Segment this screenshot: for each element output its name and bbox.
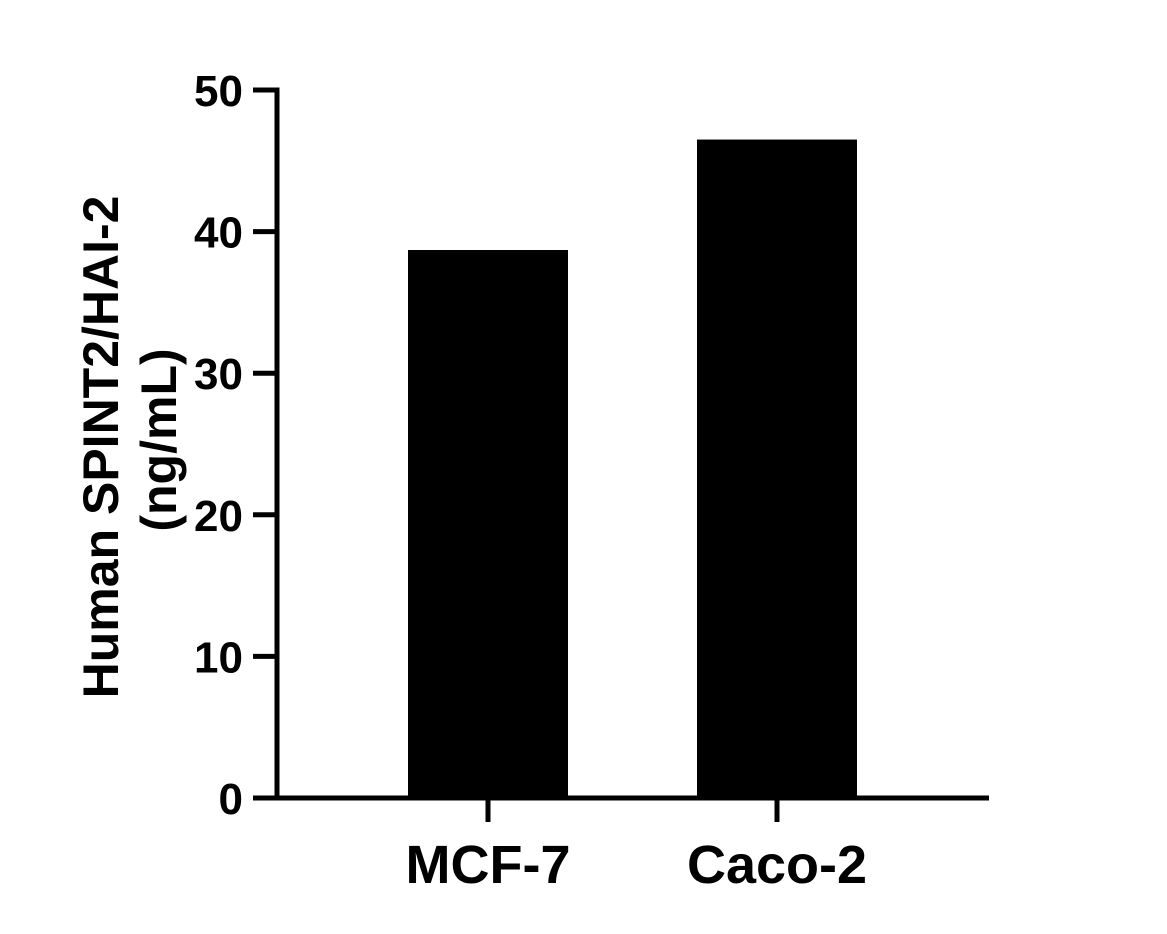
y-tick-label: 40 — [194, 209, 243, 258]
y-tick-label: 0 — [219, 775, 243, 824]
bar-caco-2 — [697, 139, 857, 798]
bars — [408, 139, 857, 798]
axes — [274, 87, 989, 801]
x-tick-label: MCF-7 — [406, 835, 571, 895]
y-tick-label: 30 — [194, 350, 243, 399]
y-axis-title-line-2: (ng/mL) — [131, 348, 187, 531]
x-tick-label: Caco-2 — [687, 835, 867, 895]
x-ticks: MCF-7 Caco-2 — [406, 798, 867, 895]
y-tick-label: 50 — [194, 67, 243, 116]
bar-mcf-7 — [408, 250, 568, 798]
y-tick-label: 20 — [194, 492, 243, 541]
y-axis-title: Human SPINT2/HAI-2 (ng/mL) — [73, 182, 187, 699]
y-tick-label: 10 — [194, 633, 243, 682]
y-axis-title-line-1: Human SPINT2/HAI-2 — [73, 196, 129, 699]
y-ticks: 0 10 20 30 40 50 — [194, 67, 277, 824]
